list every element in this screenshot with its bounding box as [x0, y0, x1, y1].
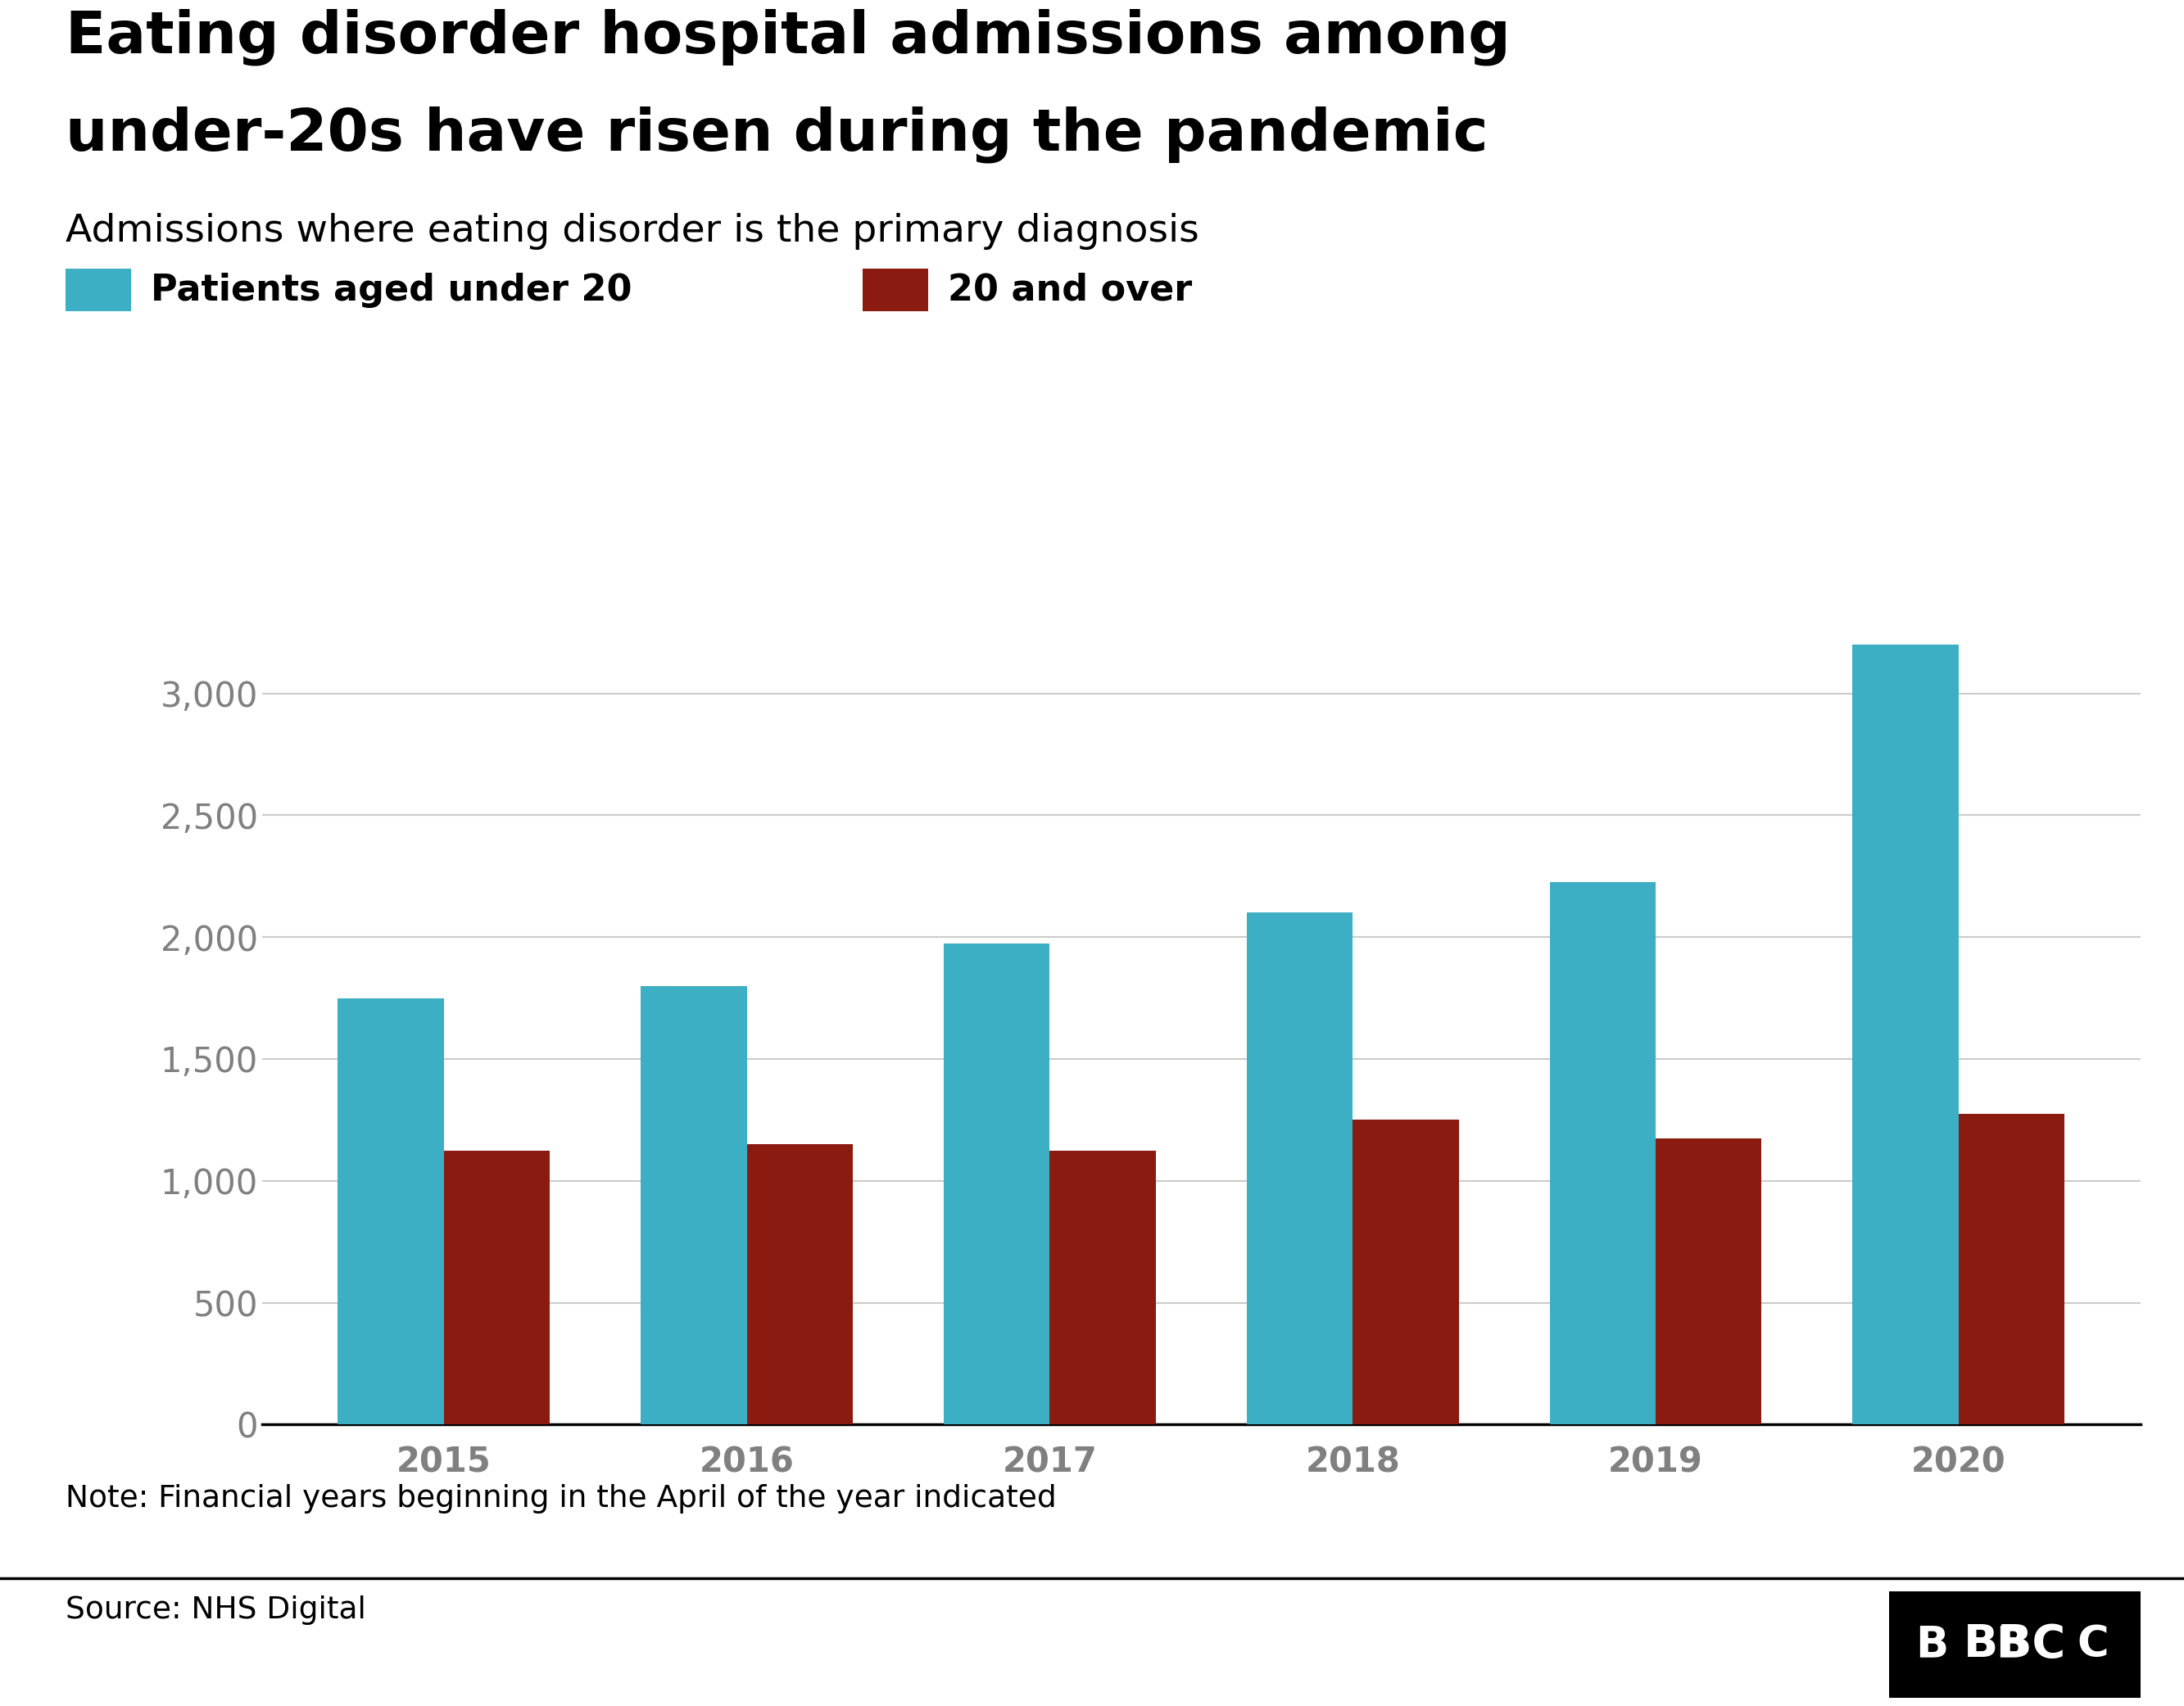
Text: 20 and over: 20 and over [948, 273, 1192, 307]
Bar [1352, 1119, 1459, 1425]
Text: Note: Financial years beginning in the April of the year indicated: Note: Financial years beginning in the A… [66, 1484, 1057, 1513]
Bar [1959, 1114, 2064, 1425]
FancyBboxPatch shape [1900, 1604, 1966, 1686]
Text: C: C [2077, 1624, 2108, 1665]
Bar [1051, 1150, 1155, 1425]
Bar [1852, 645, 1959, 1425]
Text: B: B [1996, 1624, 2029, 1665]
Bar [1247, 913, 1352, 1425]
Text: Admissions where eating disorder is the primary diagnosis: Admissions where eating disorder is the … [66, 213, 1199, 251]
Text: Source: NHS Digital: Source: NHS Digital [66, 1595, 367, 1624]
Bar [943, 943, 1051, 1425]
Bar [339, 998, 443, 1425]
Bar [443, 1150, 550, 1425]
Bar [1551, 882, 1655, 1425]
Bar [1655, 1138, 1762, 1425]
Text: B: B [1915, 1624, 1948, 1665]
Text: BBC: BBC [1963, 1622, 2066, 1667]
Bar [747, 1145, 852, 1425]
FancyBboxPatch shape [1979, 1604, 2044, 1686]
Text: Patients aged under 20: Patients aged under 20 [151, 273, 631, 307]
FancyBboxPatch shape [2060, 1604, 2125, 1686]
Text: under-20s have risen during the pandemic: under-20s have risen during the pandemic [66, 106, 1487, 162]
Bar [640, 986, 747, 1425]
Text: Eating disorder hospital admissions among: Eating disorder hospital admissions amon… [66, 9, 1511, 65]
